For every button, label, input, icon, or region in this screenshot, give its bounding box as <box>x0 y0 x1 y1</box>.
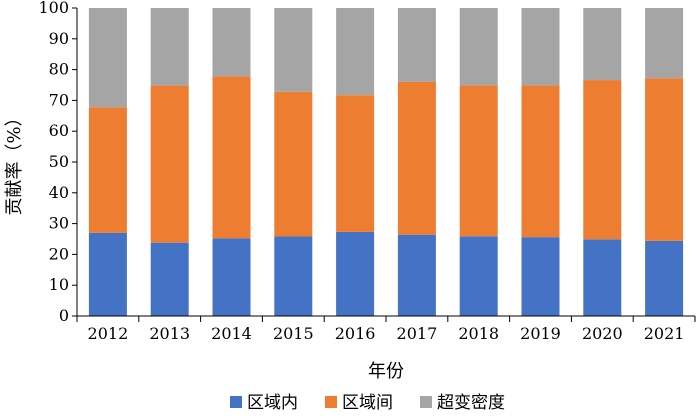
legend-swatch <box>420 396 432 408</box>
y-tick-label: 10 <box>49 275 69 294</box>
y-tick-label: 60 <box>49 121 69 140</box>
y-tick-label: 50 <box>49 152 69 171</box>
bar-segment-2021-series-3 <box>645 8 684 79</box>
x-tick-label: 2017 <box>397 324 438 343</box>
legend-label: 超变密度 <box>437 393 505 413</box>
bar-segment-2014-series-1 <box>212 238 251 316</box>
x-tick-label: 2018 <box>458 324 499 343</box>
bar-segment-2017-series-1 <box>397 234 436 316</box>
x-tick-label: 2015 <box>273 324 314 343</box>
x-tick-label: 2014 <box>211 324 252 343</box>
bar-segment-2016-series-2 <box>336 95 375 232</box>
y-tick-label: 20 <box>49 244 69 263</box>
x-tick-label: 2016 <box>335 324 376 343</box>
bar-segment-2019-series-2 <box>521 85 560 238</box>
bar-segment-2013-series-1 <box>150 242 189 316</box>
y-tick-label: 100 <box>38 0 69 17</box>
bar-segment-2018-series-2 <box>459 85 498 237</box>
x-tick-label: 2021 <box>644 324 685 343</box>
bar-segment-2015-series-2 <box>274 91 313 237</box>
bar-segment-2015-series-3 <box>274 8 313 92</box>
x-tick-label: 2019 <box>520 324 561 343</box>
bar-segment-2012-series-1 <box>88 232 127 316</box>
bar-segment-2012-series-2 <box>88 107 127 233</box>
bars-group <box>88 8 684 316</box>
y-tick-label: 30 <box>49 214 69 233</box>
y-axis-ticks: 0 10 20 30 40 50 60 70 80 90 100 <box>38 0 77 325</box>
y-axis-title: 贡献率（%） <box>4 108 25 215</box>
bar-segment-2021-series-1 <box>645 240 684 316</box>
y-tick-label: 80 <box>49 60 69 79</box>
bar-segment-2014-series-2 <box>212 76 251 239</box>
bar-segment-2021-series-2 <box>645 78 684 241</box>
bar-segment-2012-series-3 <box>88 8 127 108</box>
legend: 区域内 区域间 超变密度 <box>230 393 505 413</box>
bar-segment-2020-series-2 <box>583 80 622 240</box>
y-tick-label: 40 <box>49 183 69 202</box>
bar-segment-2013-series-3 <box>150 8 189 86</box>
bar-segment-2016-series-3 <box>336 8 375 96</box>
bar-segment-2019-series-3 <box>521 8 560 86</box>
bar-segment-2015-series-1 <box>274 236 313 316</box>
y-tick-label: 0 <box>59 306 69 325</box>
legend-swatch <box>230 396 242 408</box>
bar-segment-2019-series-1 <box>521 237 560 316</box>
bar-segment-2020-series-3 <box>583 8 622 81</box>
y-tick-label: 70 <box>49 90 69 109</box>
legend-swatch <box>325 396 337 408</box>
x-axis-title: 年份 <box>368 361 404 382</box>
x-tick-label: 2020 <box>582 324 623 343</box>
bar-segment-2020-series-1 <box>583 239 622 316</box>
bar-segment-2018-series-3 <box>459 8 498 86</box>
x-tick-label: 2012 <box>88 324 129 343</box>
legend-label: 区域内 <box>247 393 298 413</box>
y-tick-label: 90 <box>49 29 69 48</box>
x-tick-label: 2013 <box>149 324 190 343</box>
legend-label: 区域间 <box>342 393 393 413</box>
bar-segment-2014-series-3 <box>212 8 251 77</box>
bar-segment-2013-series-2 <box>150 85 189 243</box>
bar-segment-2016-series-1 <box>336 231 375 316</box>
bar-segment-2018-series-1 <box>459 236 498 316</box>
bar-segment-2017-series-2 <box>397 81 436 235</box>
bar-segment-2017-series-3 <box>397 8 436 82</box>
x-axis-ticks: 2012 2013 2014 2015 2016 2017 2018 2019 2020 2021 <box>76 316 696 343</box>
